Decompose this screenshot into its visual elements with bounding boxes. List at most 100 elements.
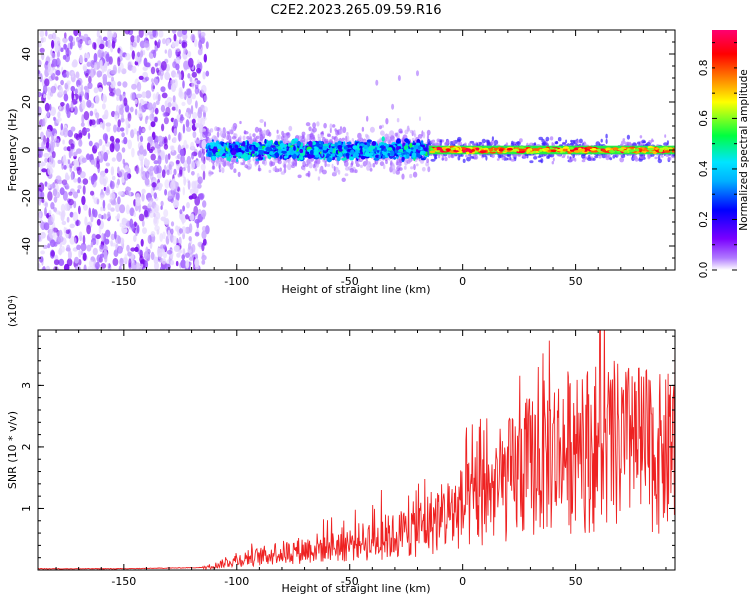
heatmap-cell	[457, 136, 462, 142]
heatmap-cell	[427, 139, 431, 144]
heatmap-cell	[96, 30, 100, 38]
heatmap-cell	[667, 147, 673, 151]
heatmap-cell	[212, 162, 215, 170]
heatmap-cell	[130, 35, 135, 43]
heatmap-cell	[263, 159, 267, 166]
heatmap-cell	[187, 51, 192, 57]
heatmap-cell	[66, 216, 70, 223]
heatmap-cell	[664, 134, 667, 138]
heatmap-cell	[455, 147, 459, 151]
heatmap-cell	[478, 141, 483, 145]
heatmap-cell	[58, 86, 64, 96]
heatmap-cell	[399, 154, 402, 158]
heatmap-cell	[254, 126, 259, 133]
heatmap-cell	[38, 142, 41, 148]
heatmap-cell	[401, 156, 405, 161]
heatmap-cell	[168, 164, 172, 171]
heatmap-cell	[141, 91, 147, 99]
heatmap-cell	[126, 244, 130, 252]
heatmap-cell	[73, 200, 77, 209]
heatmap-cell	[147, 234, 152, 244]
heatmap-cell	[592, 157, 596, 161]
heatmap-cell	[396, 146, 400, 151]
heatmap-cell	[86, 99, 92, 108]
heatmap-cell	[201, 84, 207, 94]
heatmap-cell	[83, 264, 87, 270]
heatmap-cell	[51, 32, 57, 40]
heatmap-cell	[96, 218, 101, 226]
heatmap-cell	[253, 137, 257, 143]
heatmap-cell	[55, 69, 61, 76]
heatmap-cell	[233, 168, 237, 173]
heatmap-cell	[65, 49, 72, 57]
heatmap-cell	[38, 199, 41, 206]
heatmap-cell	[283, 132, 287, 136]
heatmap-cell	[90, 241, 94, 248]
heatmap-cell	[539, 148, 543, 152]
heatmap-cell	[185, 119, 190, 128]
heatmap-cell	[42, 84, 48, 94]
heatmap-cell	[97, 49, 102, 58]
heatmap-cell	[195, 100, 198, 109]
heatmap-cell	[133, 211, 137, 217]
heatmap-cell	[173, 33, 177, 42]
heatmap-cell	[64, 203, 70, 212]
heatmap-cell	[405, 148, 412, 153]
heatmap-cell	[178, 109, 181, 115]
heatmap-cell	[194, 38, 198, 48]
heatmap-cell	[73, 237, 77, 245]
heatmap-cell	[396, 118, 400, 123]
heatmap-cell	[150, 121, 156, 128]
heatmap-cell	[125, 125, 129, 135]
heatmap-cell	[164, 49, 167, 54]
heatmap-cell	[48, 103, 52, 111]
heatmap-cell	[369, 126, 375, 133]
heatmap-cell	[632, 155, 638, 160]
heatmap-cell	[191, 181, 197, 191]
heatmap-cell	[181, 41, 188, 49]
heatmap-cell	[200, 31, 206, 38]
heatmap-cell	[111, 242, 117, 247]
heatmap-cell	[106, 125, 111, 132]
heatmap-cell	[69, 211, 74, 218]
heatmap-cell	[354, 169, 358, 174]
heatmap-cell	[283, 163, 287, 169]
heatmap-cell	[90, 190, 95, 196]
heatmap-cell	[605, 148, 611, 152]
heatmap-cell	[194, 122, 200, 128]
heatmap-cell	[186, 88, 192, 99]
heatmap-cell	[519, 148, 524, 152]
heatmap-cell	[147, 197, 154, 203]
heatmap-cell	[99, 43, 105, 50]
heatmap-cell	[51, 213, 55, 223]
heatmap-cell	[103, 151, 108, 162]
heatmap-cell	[166, 250, 173, 255]
heatmap-cell	[162, 38, 166, 45]
heatmap-cell	[51, 52, 56, 59]
heatmap-cell	[239, 135, 242, 141]
heatmap-cell	[309, 149, 314, 156]
heatmap-cell	[139, 135, 144, 142]
heatmap-cell	[136, 132, 140, 142]
heatmap-cell	[209, 128, 214, 133]
heatmap-cell	[47, 243, 51, 249]
heatmap-cell	[600, 138, 603, 143]
heatmap-cell	[60, 203, 66, 213]
heatmap-cell	[109, 192, 116, 200]
heatmap-cell	[272, 147, 277, 150]
heatmap-region-noise	[38, 30, 210, 270]
heatmap-cell	[431, 139, 436, 144]
heatmap-cell	[70, 40, 73, 50]
heatmap-cell	[303, 135, 306, 143]
heatmap-cell	[53, 116, 56, 121]
heatmap-cell	[241, 162, 246, 166]
heatmap-cell	[136, 81, 142, 92]
heatmap-cell	[160, 248, 165, 254]
heatmap-cell	[70, 102, 74, 112]
heatmap-cell	[226, 144, 229, 149]
heatmap-cell	[372, 162, 376, 168]
heatmap-cell	[626, 134, 631, 140]
heatmap-cell	[166, 38, 171, 45]
heatmap-cell	[387, 152, 391, 157]
heatmap-cell	[59, 243, 63, 248]
